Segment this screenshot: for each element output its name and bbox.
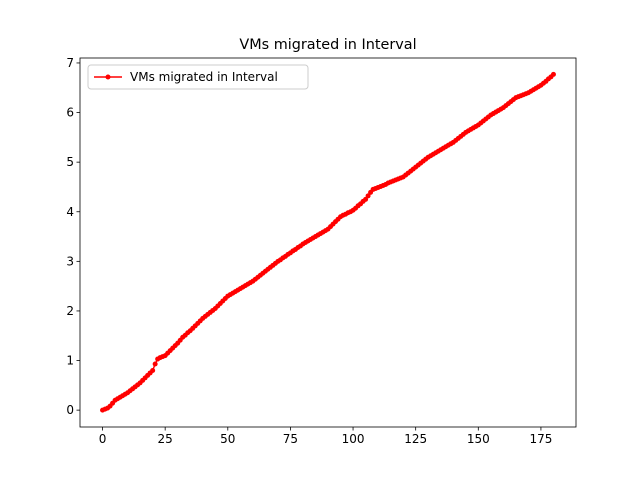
x-tick-label: 50 <box>220 432 235 446</box>
plot-area <box>79 57 577 428</box>
x-tick-label: 25 <box>158 432 173 446</box>
legend-box <box>87 64 309 90</box>
y-tick-label: 7 <box>66 56 74 70</box>
point <box>365 193 371 199</box>
line <box>102 73 554 411</box>
point <box>550 71 556 77</box>
y-tick-label: 6 <box>66 106 74 120</box>
x-tick-label: 125 <box>404 432 427 446</box>
point <box>152 361 158 367</box>
y-tick-label: 3 <box>66 254 74 268</box>
x-tick-label: 75 <box>283 432 298 446</box>
point <box>363 196 369 202</box>
y-tick-label: 5 <box>66 155 74 169</box>
x-tick-label: 175 <box>529 432 552 446</box>
x-tick-label: 150 <box>467 432 490 446</box>
y-tick-label: 2 <box>66 304 74 318</box>
y-tick-label: 4 <box>66 205 74 219</box>
legend-label: VMs migrated in Interval <box>130 70 278 84</box>
x-tick-label: 0 <box>99 432 107 446</box>
y-tick-label: 1 <box>66 354 74 368</box>
chart-title: VMs migrated in Interval <box>239 37 416 53</box>
point <box>150 367 156 373</box>
y-tick-label: 0 <box>66 403 74 417</box>
x-tick-label: 100 <box>342 432 365 446</box>
legend-marker <box>105 74 111 80</box>
